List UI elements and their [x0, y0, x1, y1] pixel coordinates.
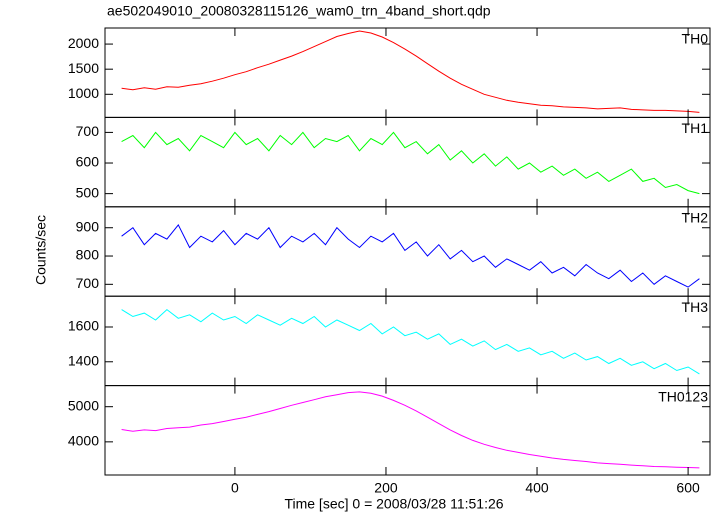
light-curve	[121, 223, 700, 288]
y-tick-label: 2000	[68, 35, 99, 51]
panel-label: TH2	[682, 210, 709, 226]
panel-frame	[104, 206, 711, 297]
light-curve	[121, 131, 700, 195]
light-curve	[121, 308, 700, 375]
y-tick-label: 800	[76, 247, 100, 263]
light-curve	[121, 391, 700, 469]
panel-frame	[104, 116, 711, 208]
y-tick-label: 1500	[68, 60, 99, 76]
y-tick-label: 1000	[68, 85, 99, 101]
y-tick-label: 700	[76, 275, 100, 291]
x-tick-label: 200	[374, 480, 398, 496]
y-tick-label: 600	[76, 154, 100, 170]
x-tick-label: 400	[525, 480, 549, 496]
y-axis-label: Counts/sec	[33, 215, 49, 285]
y-tick-label: 4000	[68, 433, 99, 449]
y-tick-label: 500	[76, 184, 100, 200]
panel-frame	[104, 27, 711, 118]
panel-frame	[104, 385, 711, 476]
panel-label: TH3	[682, 299, 709, 315]
x-axis-label: Time [sec] 0 = 2008/03/28 11:51:26	[284, 496, 503, 512]
y-tick-label: 5000	[68, 397, 99, 413]
panel-label: TH1	[682, 120, 709, 136]
panel-label: TH0	[682, 31, 709, 47]
panel-frame	[104, 295, 711, 387]
light-curve	[121, 30, 700, 113]
y-tick-label: 1400	[68, 352, 99, 368]
x-tick-label: 0	[231, 480, 239, 496]
x-tick-label: 600	[676, 480, 700, 496]
y-tick-label: 1600	[68, 318, 99, 334]
chart-title: ae502049010_20080328115126_wam0_trn_4ban…	[107, 3, 491, 19]
panel-label: TH0123	[658, 388, 708, 404]
y-tick-label: 700	[76, 123, 100, 139]
y-tick-label: 900	[76, 218, 100, 234]
